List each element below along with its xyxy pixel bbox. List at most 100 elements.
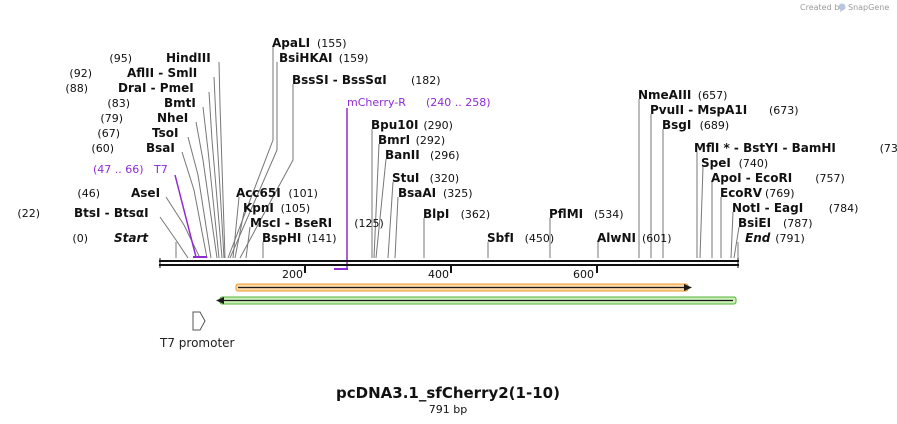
site-sbfi[interactable]: SbfI (450) (487, 231, 554, 245)
site-position: (784) (829, 202, 859, 215)
plasmid-name: pcDNA3.1_sfCherry2(1-10) (336, 384, 560, 402)
site-msci[interactable]: MscI - BseRI (125) (250, 216, 384, 230)
site-position: (292) (416, 134, 446, 147)
site-name: MscI - BseRI (250, 216, 332, 230)
site-position: (325) (443, 187, 473, 200)
site-nmeaiii[interactable]: NmeAIII (657) (638, 88, 727, 102)
site-start[interactable]: (0) Start (72, 231, 149, 245)
primer-t7-label[interactable]: (47 .. 66) T7 (93, 163, 168, 176)
site-position: (601) (642, 232, 672, 245)
primer-mcherry-r-label[interactable]: mCherry-R (240 .. 258) (347, 96, 491, 109)
connector-bmri (373, 143, 380, 259)
site-noti[interactable]: NotI - EagI (784) (732, 201, 858, 215)
site-alwni[interactable]: AlwNI (601) (597, 231, 672, 245)
site-name: End (745, 231, 771, 245)
feature-t7-promoter[interactable]: T7 promoter (159, 311, 235, 350)
site-name: BssSI - BssSαI (292, 73, 387, 87)
site-btsi[interactable]: (22) BtsI - BtsαI (17, 206, 148, 220)
site-position: (67) (97, 127, 120, 140)
site-bmri[interactable]: BmrI (292) (378, 133, 445, 147)
connector-bmti (202, 106, 220, 259)
site-name: NmeAIII (638, 88, 691, 102)
site-bsai[interactable]: (60) BsaI (91, 141, 174, 155)
site-name: SpeI (701, 156, 731, 170)
primer-mcherry-r-marker[interactable] (334, 108, 348, 270)
site-apali[interactable]: ApaLI (155) (272, 36, 347, 50)
site-name: BsgI (662, 118, 691, 132)
site-acc65i[interactable]: Acc65I (101) (236, 186, 318, 200)
connector-spei (699, 166, 704, 259)
site-afliii[interactable]: (92) AflII - SmlI (69, 66, 197, 80)
site-hindiii[interactable]: (95) HindIII (109, 51, 210, 65)
site-position: (125) (354, 217, 384, 230)
site-mfli[interactable]: MflI * - BstYI - BamHI (734) (694, 141, 897, 155)
site-position: (88) (65, 82, 88, 95)
site-tsoi[interactable]: (67) TsoI (97, 126, 178, 140)
snapgene-logo (838, 3, 846, 11)
site-name: NheI (157, 111, 188, 125)
connector-msci (245, 226, 251, 259)
site-bsssi[interactable]: BssSI - BssSαI (182) (292, 73, 441, 87)
site-bpu10i[interactable]: Bpu10I (290) (371, 118, 453, 132)
site-name: BmrI (378, 133, 410, 147)
credit-text: Created by (800, 3, 844, 12)
site-drai[interactable]: (88) DraI - PmeI (65, 81, 193, 95)
site-name: BlpI (423, 207, 449, 221)
site-ecorv[interactable]: EcoRV (769) (720, 186, 795, 200)
site-asei[interactable]: (46) AseI (77, 186, 160, 200)
site-blpi[interactable]: BlpI (362) (423, 207, 490, 221)
site-name: BsaAI (398, 186, 436, 200)
site-position: (787) (783, 217, 813, 230)
site-stui[interactable]: StuI (320) (392, 171, 459, 185)
ruler: 200 400 600 (282, 266, 598, 281)
site-name: AflII - SmlI (127, 66, 197, 80)
site-position: (657) (698, 89, 728, 102)
site-position: (320) (430, 172, 460, 185)
connector-noti (730, 211, 734, 259)
site-position: (791) (775, 232, 805, 245)
site-position: (141) (307, 232, 337, 245)
site-name: AlwNI (597, 231, 636, 245)
connector-tsoi (187, 136, 212, 259)
feature-green-orf[interactable] (216, 296, 737, 305)
site-pflmi[interactable]: PflMI (534) (549, 207, 624, 221)
site-position: (155) (317, 37, 347, 50)
site-bsiei[interactable]: BsiEI (787) (738, 216, 813, 230)
site-position: (0) (72, 232, 88, 245)
connector-bsssi (239, 84, 294, 259)
site-bsgi[interactable]: BsgI (689) (662, 118, 729, 132)
site-name: BspHI (262, 231, 301, 245)
site-apoi[interactable]: ApoI - EcoRI (757) (711, 171, 845, 185)
site-name: BmtI (164, 96, 196, 110)
connector-stui (387, 181, 394, 259)
primer-name: mCherry-R (347, 96, 406, 109)
connector-btsi (159, 216, 189, 259)
site-name: StuI (392, 171, 419, 185)
site-position: (79) (100, 112, 123, 125)
site-nhei[interactable]: (79) NheI (100, 111, 188, 125)
t7-promoter-label: T7 promoter (159, 336, 235, 350)
site-bsihkai[interactable]: BsiHKAI (159) (279, 51, 368, 65)
connector-afliii (213, 76, 225, 259)
site-position: (101) (288, 187, 318, 200)
site-pvuii[interactable]: PvuII - MspA1I (673) (650, 103, 799, 117)
feature-orange-orf[interactable] (235, 283, 692, 292)
credit-brand: SnapGene (848, 3, 889, 12)
site-position: (92) (69, 67, 92, 80)
site-name: BanII (385, 148, 420, 162)
tick-200-label: 200 (282, 268, 303, 281)
connector-bsihkai (229, 62, 278, 259)
site-end[interactable]: End (791) (745, 231, 805, 245)
site-name: Bpu10I (371, 118, 418, 132)
primer-t7-marker[interactable] (174, 174, 207, 258)
site-banii[interactable]: BanII (296) (385, 148, 460, 162)
site-position: (159) (339, 52, 369, 65)
site-spei[interactable]: SpeI (740) (701, 156, 768, 170)
site-bsaai[interactable]: BsaAI (325) (398, 186, 473, 200)
site-kpni[interactable]: KpnI (105) (243, 201, 310, 215)
site-position: (182) (411, 74, 441, 87)
site-position: (60) (91, 142, 114, 155)
site-bsphi[interactable]: BspHI (141) (262, 231, 337, 245)
site-name: DraI - PmeI (118, 81, 194, 95)
site-bmti[interactable]: (83) BmtI (107, 96, 195, 110)
